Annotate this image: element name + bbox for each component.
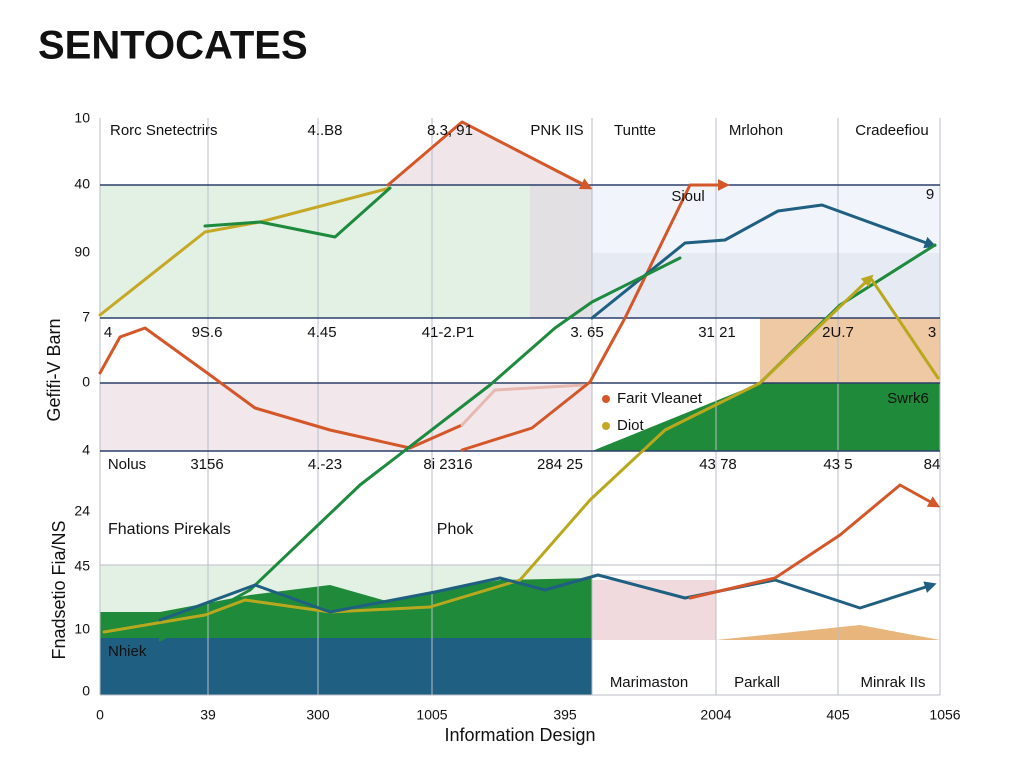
x-label: 2004 [700, 707, 731, 723]
y-label: 4 [82, 442, 90, 458]
x-label: 395 [553, 707, 577, 723]
lines [98, 120, 941, 642]
row-label: Nolus [108, 456, 146, 473]
row-label: 4 [104, 324, 112, 341]
line [98, 186, 392, 317]
x-label: 300 [306, 707, 330, 723]
panel-label: Nhiek [108, 643, 147, 660]
row-label: 3. 65 [570, 324, 603, 341]
y-axis-labels: 10 40 90 7 0 4 24 45 10 0 [74, 110, 90, 699]
x-label: 1056 [929, 707, 960, 723]
legend: Farit Vleanet Diot Swrk6 [617, 390, 929, 434]
row-label: 43 5 [823, 456, 852, 473]
x-label: 0 [96, 707, 104, 723]
area [760, 318, 940, 383]
area [100, 638, 592, 695]
row-two: 4 9S.6 4.45 41-2.P1 3. 65 31 21 2U.7 3 [104, 324, 936, 341]
y-label: 0 [82, 683, 90, 699]
x-label: 1005 [416, 707, 447, 723]
area [390, 125, 590, 185]
note: 9 [926, 186, 934, 203]
title: SENTOCATES [38, 24, 308, 68]
panel-label: 4..B8 [307, 122, 342, 139]
line [158, 573, 937, 622]
row-label: 9S.6 [192, 324, 223, 341]
row-label: 3156 [190, 456, 223, 473]
line [203, 186, 392, 239]
x-axis-title: Information Design [444, 725, 595, 745]
y-label: 0 [82, 374, 90, 390]
row-label: 3 [928, 324, 936, 341]
row-label: 4.-23 [308, 456, 342, 473]
row-label: 284 25 [537, 456, 583, 473]
panel-label: Mrlohon [729, 122, 783, 139]
line [98, 326, 464, 450]
area [592, 253, 940, 318]
row-label: 8i 2316 [423, 456, 472, 473]
row-label: 4.45 [307, 324, 336, 341]
line [590, 203, 937, 320]
panel-label: PNK IIS [530, 122, 583, 139]
legend-label: Diot [617, 417, 645, 434]
panel-label: Fhations Pirekals [108, 521, 231, 538]
panel-label: Tuntte [614, 122, 656, 139]
legend-label: Swrk6 [887, 390, 929, 407]
line [460, 383, 587, 427]
legend-swatch [602, 422, 610, 430]
y-label: 7 [82, 309, 90, 325]
panel-label: Cradeefiou [855, 122, 928, 139]
area [592, 383, 940, 451]
area [716, 625, 940, 640]
y-label: 10 [74, 621, 90, 637]
row-label: 2U.7 [822, 324, 854, 341]
panel-top: Rorc Snetectrirs 4..B8 8.3, 91 PNK IIS T… [110, 122, 934, 205]
row-label: 84 [924, 456, 941, 473]
footer-label: Parkall [734, 674, 780, 691]
x-label: 39 [200, 707, 216, 723]
grid [99, 118, 941, 696]
panel-bottom: Fhations Pirekals Phok Nhiek Marimaston … [108, 521, 926, 691]
line [870, 278, 940, 380]
y-axis-title: Fnadsetio Fia/NS [49, 520, 69, 659]
x-axis-labels: 0 39 300 1005 395 2004 405 1056 [96, 707, 961, 723]
panel-label: Rorc Snetectrirs [110, 122, 218, 139]
y-label: 90 [74, 244, 90, 260]
line [102, 274, 874, 634]
line [158, 256, 682, 642]
area [100, 185, 530, 318]
y-label: 24 [74, 503, 90, 519]
x-label: 405 [826, 707, 850, 723]
y-label: 40 [74, 176, 90, 192]
row-label: 41-2.P1 [422, 324, 475, 341]
panel-label: Phok [437, 521, 474, 538]
footer-label: Minrak IIs [860, 674, 925, 691]
line [460, 179, 730, 452]
area [100, 383, 592, 451]
line [688, 483, 941, 600]
area [530, 185, 592, 318]
y-axis-title: Gefifi-V Barn [44, 318, 64, 421]
row-three: Nolus 3156 4.-23 8i 2316 284 25 43 78 43… [108, 456, 941, 473]
row-label: 31 21 [698, 324, 736, 341]
note: Sioul [671, 188, 704, 205]
footer-label: Marimaston [610, 674, 688, 691]
line [386, 120, 593, 190]
row-label: 43 78 [699, 456, 737, 473]
panel-label: 8.3, 91 [427, 122, 473, 139]
legend-swatch [602, 395, 610, 403]
backgrounds [100, 125, 940, 695]
y-label: 10 [74, 110, 90, 126]
legend-label: Farit Vleanet [617, 390, 703, 407]
y-label: 45 [74, 558, 90, 574]
